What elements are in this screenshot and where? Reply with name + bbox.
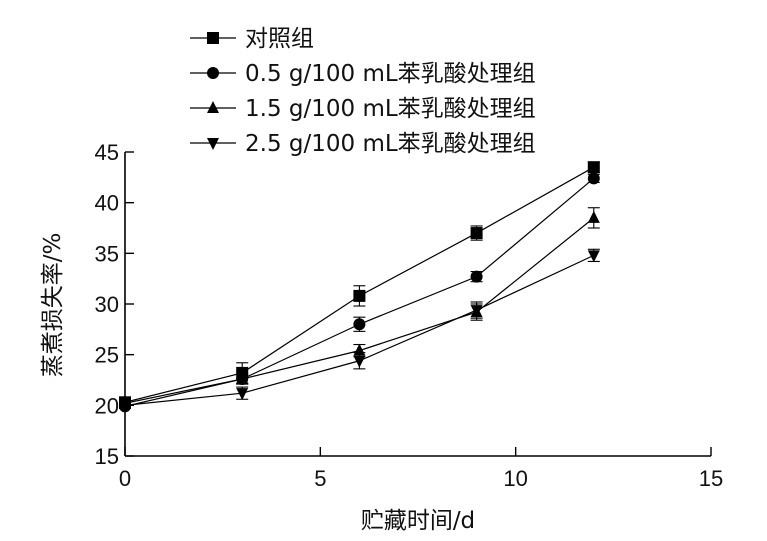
data-point (353, 355, 366, 368)
series-line (124, 217, 595, 404)
data-point (236, 388, 249, 401)
data-point (470, 227, 483, 240)
data-point (587, 210, 600, 223)
data-point (587, 250, 600, 263)
data-point (119, 400, 131, 413)
tick-labels: 15 20 25 30 35 40 45 0 5 10 15 (95, 140, 724, 491)
legend-item-1: 0.5 g/100 mL苯乳酸处理组 (190, 61, 536, 87)
y-tick-label: 35 (95, 241, 119, 266)
data-point (470, 305, 483, 318)
legend-marker (207, 67, 219, 79)
series-2 (119, 207, 600, 409)
legend-marker (207, 101, 219, 113)
legend: 对照组 0.5 g/100 mL苯乳酸处理组 1.5 g/100 mL苯乳酸处理组 2… (190, 26, 536, 157)
y-tick-label: 40 (95, 191, 119, 216)
legend-item-2: 1.5 g/100 mL苯乳酸处理组 (190, 96, 536, 122)
legend-marker (207, 138, 219, 150)
series-group (119, 161, 600, 413)
data-point (236, 371, 249, 384)
data-point (587, 161, 600, 174)
y-tick-label: 25 (95, 343, 119, 368)
y-tick-label: 15 (95, 444, 119, 469)
series-0 (119, 161, 600, 409)
data-point (587, 172, 600, 185)
y-tick-label: 20 (95, 393, 119, 418)
legend-label: 0.5 g/100 mL苯乳酸处理组 (245, 61, 536, 87)
legend-label: 2.5 g/100 mL苯乳酸处理组 (245, 131, 536, 157)
x-tick-label: 0 (119, 466, 131, 491)
y-tick-label: 45 (95, 140, 119, 165)
legend-item-3: 2.5 g/100 mL苯乳酸处理组 (190, 131, 536, 157)
y-tick-label: 30 (95, 292, 119, 317)
data-point (353, 318, 366, 331)
x-axis-label: 贮藏时间/d (361, 508, 475, 534)
x-tick-label: 5 (314, 466, 326, 491)
data-point (470, 270, 483, 283)
legend-label: 对照组 (245, 26, 314, 52)
y-axis-label: 蒸煮损失率/% (40, 233, 66, 378)
legend-marker (207, 32, 219, 44)
x-tick-label: 15 (699, 466, 723, 491)
series-3 (119, 248, 600, 413)
x-tick-label: 10 (503, 466, 527, 491)
legend-item-0: 对照组 (190, 26, 314, 52)
data-point (353, 289, 366, 302)
legend-label: 1.5 g/100 mL苯乳酸处理组 (245, 96, 536, 122)
axes (124, 151, 712, 457)
